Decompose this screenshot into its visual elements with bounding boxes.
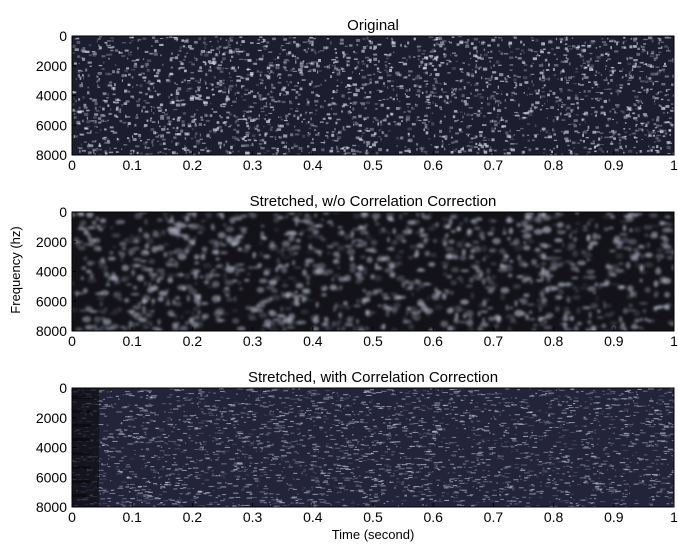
x-tick-label: 0 <box>68 157 76 173</box>
x-tick-label: 0.7 <box>484 509 504 525</box>
panel-title-original: Original <box>347 17 399 34</box>
x-tick-label: 0 <box>68 333 76 349</box>
panel-stretched-no-correction: Stretched, w/o Correlation Correction 0 0.… <box>36 193 678 349</box>
heatmap-background <box>72 388 674 507</box>
x-tick-label: 0.8 <box>544 509 564 525</box>
x-tick-label: 0.3 <box>243 333 263 349</box>
x-tick-label: 0.3 <box>243 509 263 525</box>
x-tick-label: 0.2 <box>183 333 203 349</box>
y-tick-label: 6000 <box>36 117 67 133</box>
x-tick-label: 0.2 <box>183 157 203 173</box>
x-tick-label: 0.4 <box>303 509 323 525</box>
x-tick-label: 0.6 <box>423 333 443 349</box>
x-tick-label: 0 <box>68 509 76 525</box>
x-tick-label: 0.6 <box>423 509 443 525</box>
heatmap-texture <box>72 36 674 155</box>
x-tick-label: 0.9 <box>604 509 624 525</box>
y-tick-label: 4000 <box>36 88 67 104</box>
x-tick-label: 0.8 <box>544 157 564 173</box>
y-tick-label: 8000 <box>36 499 67 515</box>
y-tick-label: 8000 <box>36 147 67 163</box>
x-tick-label: 0.5 <box>363 157 383 173</box>
y-tick-label: 2000 <box>36 410 67 426</box>
x-tick-label: 0.4 <box>303 333 323 349</box>
x-tick-label: 0.5 <box>363 333 383 349</box>
x-tick-label: 0.7 <box>484 333 504 349</box>
panel-title-stretched-no-correction: Stretched, w/o Correlation Correction <box>250 193 497 210</box>
x-tick-label: 1 <box>670 509 678 525</box>
x-tick-label: 0.1 <box>122 157 142 173</box>
y-tick-label: 2000 <box>36 58 67 74</box>
x-tick-label: 0.9 <box>604 157 624 173</box>
x-tick-label: 0.6 <box>423 157 443 173</box>
x-tick-label: 0.1 <box>122 509 142 525</box>
x-tick-label: 1 <box>670 333 678 349</box>
x-tick-label: 0.8 <box>544 333 564 349</box>
panels-group: Original 0 0.1 0.2 0.3 0.4 0.5 0.6 0.7 0.8 0.9 1 0 20… <box>36 17 678 525</box>
y-tick-label: 0 <box>59 380 67 396</box>
y-tick-label: 2000 <box>36 234 67 250</box>
y-tick-label: 8000 <box>36 323 67 339</box>
x-tick-label: 0.5 <box>363 509 383 525</box>
panel-title-stretched-with-correction: Stretched, with Correlation Correction <box>248 369 498 386</box>
panel-stretched-with-correction: Stretched, with Correlation Correction 0 0… <box>36 369 678 525</box>
y-tick-label: 0 <box>59 28 67 44</box>
y-tick-label: 4000 <box>36 264 67 280</box>
y-tick-label: 6000 <box>36 293 67 309</box>
y-tick-label: 6000 <box>36 469 67 485</box>
heatmap-texture <box>72 388 674 507</box>
y-axis-label: Frequency (hz) <box>8 226 23 313</box>
x-tick-label: 0.4 <box>303 157 323 173</box>
x-axis-label: Time (second) <box>332 527 415 542</box>
x-tick-label: 0.3 <box>243 157 263 173</box>
x-tick-label: 0.9 <box>604 333 624 349</box>
heatmap-texture <box>72 212 674 331</box>
x-tick-label: 0.2 <box>183 509 203 525</box>
y-tick-label: 4000 <box>36 440 67 456</box>
panel-original: Original 0 0.1 0.2 0.3 0.4 0.5 0.6 0.7 0.8 0.9 1 0 20… <box>36 17 678 173</box>
y-tick-label: 0 <box>59 204 67 220</box>
x-tick-label: 0.7 <box>484 157 504 173</box>
x-tick-label: 1 <box>670 157 678 173</box>
x-tick-label: 0.1 <box>122 333 142 349</box>
